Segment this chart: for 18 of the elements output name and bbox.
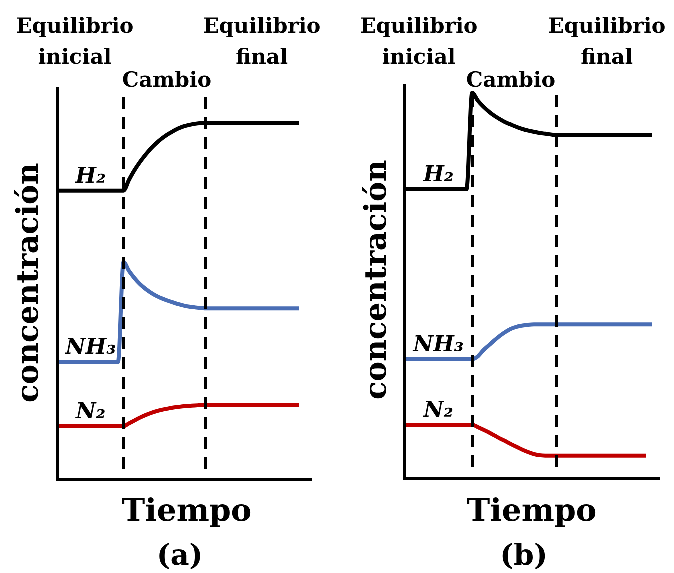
x-axis-title: Tiempo	[466, 493, 598, 529]
series-label: N₂	[422, 396, 454, 423]
y-axis-title: concentración	[359, 159, 395, 402]
series-label: NH₃	[64, 334, 116, 360]
text: Equilibrio final	[548, 13, 666, 69]
series-label: H₂	[422, 162, 454, 188]
series-label: NH₃	[412, 331, 464, 358]
text: (a)	[156, 538, 204, 572]
text: Cambio	[466, 67, 556, 92]
text: Equilibrio final	[203, 13, 321, 69]
series-label: N₂	[74, 398, 106, 424]
text: (b)	[499, 538, 549, 572]
y-axis-title: concentración	[11, 162, 47, 405]
text: Equilibrio inicial	[16, 13, 134, 69]
series-label: H₂	[74, 162, 106, 189]
x-axis-title: Tiempo	[121, 493, 253, 529]
text: Cambio	[122, 67, 212, 92]
text: Equilibrio inicial	[360, 13, 478, 69]
